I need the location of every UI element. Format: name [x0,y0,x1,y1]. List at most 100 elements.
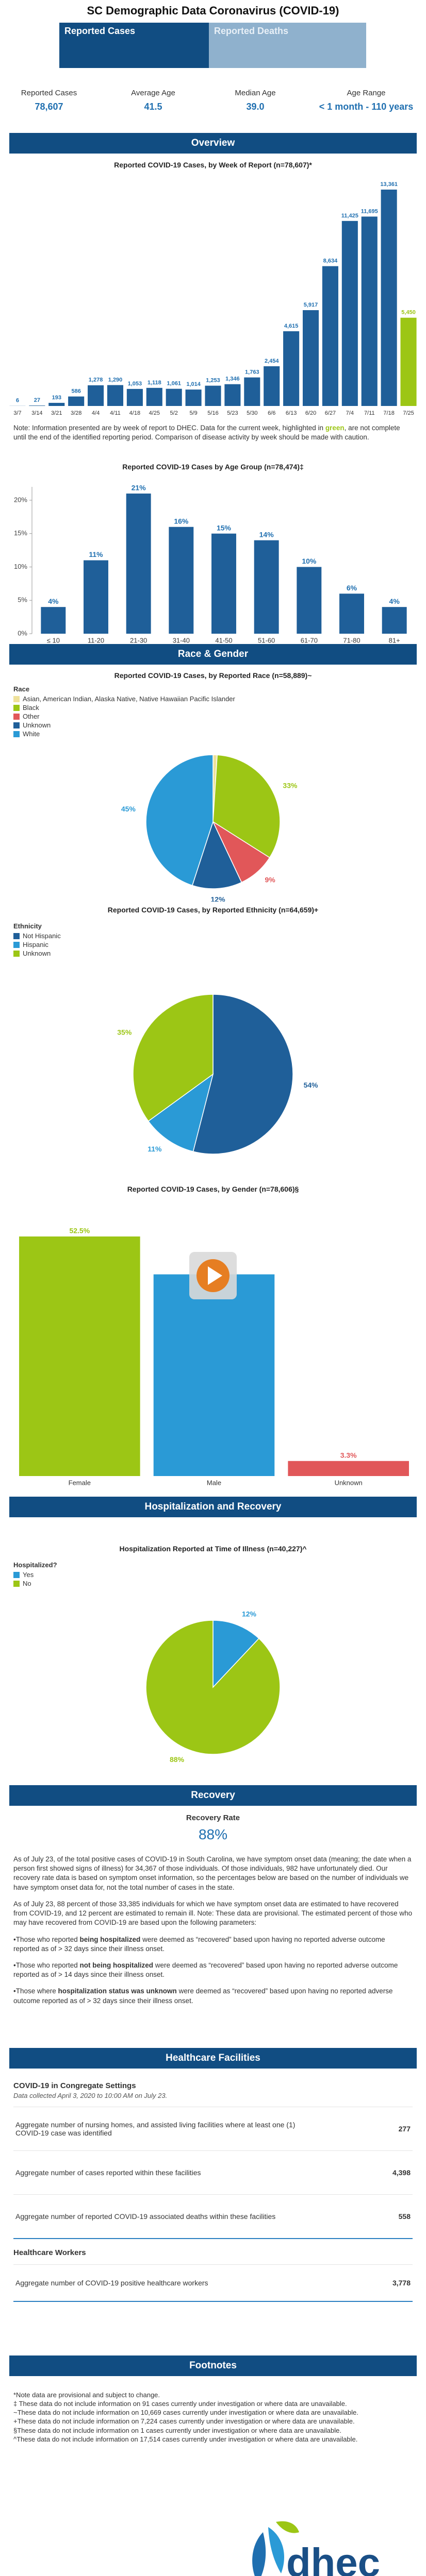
value-label: 16% [174,517,189,525]
legend-item: Asian, American Indian, Alaska Native, N… [13,695,235,703]
row-label: Aggregate number of reported COVID-19 as… [15,2212,276,2221]
bar [400,317,417,406]
section-header: Overview [9,133,417,154]
value-label: 1,346 [225,376,240,382]
note: Note: Information presented are by week … [13,423,413,442]
tab[interactable]: Reported Deaths [209,23,366,68]
stat-value: 41.5 [144,101,162,112]
legend-title: Race [13,685,30,693]
value-label: 52.5% [69,1227,90,1235]
chart-title: Reported COVID-19 Cases, by Reported Rac… [114,671,312,680]
bullet: •Those who reported not being hospitaliz… [13,1961,413,1979]
x-tick-label: Unknown [335,1479,363,1486]
note-text: , are not complete until the end of the … [13,424,400,442]
facilities: COVID-19 in Congregate Settings Data col… [13,2081,413,2302]
chart-title: Reported COVID-19 Cases, by Reported Eth… [107,906,319,914]
x-tick-label: 4/11 [110,410,121,416]
bar [169,527,194,634]
legend: Ethnicity Not Hispanic Hispanic Unknown [13,922,61,958]
value-label: 12% [242,1609,257,1618]
value-label: 1,278 [89,377,103,383]
value-label: 88% [170,1755,185,1764]
legend-swatch [13,704,20,711]
facility-row: Aggregate number of COVID-19 positive he… [13,2264,413,2301]
recovery-rate: 88% [198,1826,228,1842]
facility-row: Aggregate number of nursing homes, and a… [13,2107,413,2150]
row-label: Aggregate number of cases reported withi… [15,2168,201,2177]
stat-label: Reported Cases [21,89,77,97]
stat-label: Median Age [235,89,276,97]
row-label: Aggregate number of nursing homes, and a… [15,2121,296,2137]
pie-slice [192,994,293,1155]
x-tick-label: 61-70 [301,636,318,644]
value-label: 4% [389,597,400,605]
legend-item: Other [13,713,235,720]
legend-swatch [13,713,20,720]
footnote: ^These data do not include information o… [13,2435,358,2443]
logo-leaf [276,2521,299,2533]
pie-slice [133,994,214,1122]
footnote: *Note data are provisional and subject t… [13,2391,160,2399]
bar [339,594,364,634]
bar [341,221,358,406]
legend-label: No [23,1580,31,1587]
tab[interactable]: Reported Cases [59,23,209,68]
recovery-text: As of July 23, of the total positive cas… [13,1855,413,2013]
bar [211,533,236,634]
value-label: 13,361 [380,181,398,188]
value-label: 33% [283,782,298,790]
legend-title: Hospitalized? [13,1561,57,1569]
pie-slice [145,754,214,886]
bar [288,1461,409,1476]
text: were deemed as “recovered” based upon ha… [13,1961,398,1979]
x-tick-label: 5/9 [189,410,197,416]
x-tick-label: 71-80 [343,636,360,644]
text: were deemed as “recovered” based upon ha… [13,1987,393,2005]
logo-leaf [268,2527,284,2573]
bar [126,493,151,634]
legend-item: No [13,1580,57,1587]
bar [166,388,182,406]
bar [153,1274,275,1476]
x-tick-label: 31-40 [173,636,190,644]
bar [126,388,143,406]
bar [283,331,300,406]
logo-text: dhec [286,2540,380,2576]
bullet: •Those who reported being hospitalized w… [13,1935,413,1954]
stat-label: Age Range [347,89,386,97]
bar [48,402,65,406]
x-tick-label: 5/16 [207,410,218,416]
note-highlight: green [325,424,345,432]
legend-item: Unknown [13,721,235,729]
play-button[interactable] [188,1251,238,1300]
x-tick-label: 3/14 [31,410,42,416]
bullet: •Those where hospitalization status was … [13,1987,413,2005]
y-tick-label: 5% [18,596,27,604]
stat: Average Age 41.5 [102,89,205,112]
value-label: 1,014 [186,381,201,387]
x-tick-label: 5/30 [247,410,257,416]
value-label: 21% [132,484,146,492]
x-tick-label: 5/23 [227,410,238,416]
value-label: 35% [117,1028,132,1036]
y-tick-label: 0% [18,629,27,637]
legend-label: Not Hispanic [23,932,61,940]
stat-value: 39.0 [246,101,265,112]
footnote: +These data do not include information o… [13,2417,355,2426]
value-label: 9% [265,876,276,884]
value-label: 1,290 [108,377,123,383]
chart-title: Reported COVID-19 Cases by Age Group (n=… [122,463,304,471]
value-label: 6 [16,398,19,404]
text-bold: being hospitalized [79,1935,141,1943]
legend-swatch [13,1571,20,1578]
bar [302,310,319,406]
x-tick-label: 7/11 [364,410,375,416]
legend-item: Black [13,704,235,711]
chart: 54% 11% 35% [117,994,318,1155]
pie-slice [191,820,242,889]
x-tick-label: 6/20 [305,410,316,416]
legend-swatch [13,950,20,957]
chart: 1%33%9%12%45% [121,754,298,902]
x-tick-label: 11-20 [88,636,104,644]
